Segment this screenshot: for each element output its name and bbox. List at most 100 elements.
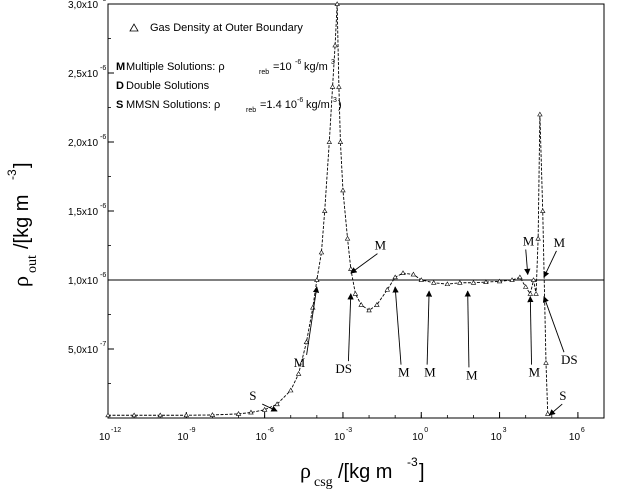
annotation-label: M — [398, 365, 410, 380]
legend-s-exp2: 3 — [333, 97, 337, 104]
x-tick-label-exp: 6 — [581, 427, 585, 434]
x-axis-label-unit: /[kg m — [338, 461, 392, 483]
x-tick-label-exp: -12 — [111, 427, 121, 434]
data-point — [535, 235, 541, 241]
data-point — [400, 270, 406, 275]
data-point — [337, 139, 344, 144]
legend-marker-label: Gas Density at Outer Boundary — [150, 22, 303, 34]
y-tick-label-exp: -7 — [100, 341, 106, 348]
legend-m-key: M — [116, 61, 125, 73]
x-tick-label-exp: 0 — [424, 427, 428, 434]
data-point — [418, 277, 424, 282]
data-point — [374, 302, 380, 307]
y-tick-label: 1,0x10 — [68, 276, 98, 287]
data-point — [131, 412, 137, 418]
legend-line-m: M Multiple Solutions: ρ reb =10 -6 kg/m … — [116, 59, 335, 76]
legend: Gas Density at Outer Boundary M Multiple… — [116, 22, 342, 114]
legend-s-mid: =1.4 10 — [260, 99, 297, 111]
data-point — [288, 387, 294, 393]
annotation-arrow — [350, 253, 378, 274]
legend-m-tail: kg/m — [304, 61, 328, 73]
data-point — [530, 277, 537, 282]
annotation-arrow — [542, 295, 565, 353]
data-point — [334, 1, 340, 6]
data-point — [321, 208, 328, 213]
series-line — [108, 3, 549, 416]
x-tick-label: 10 — [334, 432, 346, 443]
plot-layer: 10-1210-910-610-31001031065,0x10-71,0x10… — [68, 0, 605, 443]
y-tick-label: 5,0x10 — [68, 345, 98, 356]
legend-m-exp2: 3 — [331, 59, 335, 66]
legend-m-mid: =10 — [273, 61, 292, 73]
annotation-arrow — [347, 293, 354, 362]
annotation-label: M — [374, 238, 386, 253]
y-axis-label-unit: /[kg m — [11, 195, 33, 249]
annotation-arrow — [392, 286, 402, 365]
data-point — [348, 266, 354, 271]
y-tick-label-exp: -6 — [100, 203, 106, 210]
legend-s-text: MMSN Solutions: ρ — [126, 99, 220, 111]
x-axis-label-sub: csg — [314, 475, 333, 490]
data-point — [543, 360, 549, 365]
data-point — [358, 302, 364, 307]
x-axis-label-main: ρ — [300, 458, 311, 483]
x-tick-label-exp: 3 — [503, 427, 507, 434]
annotation-arrow — [548, 403, 563, 416]
data-point — [336, 84, 342, 89]
data-point — [318, 249, 325, 255]
annotation-arrow — [464, 290, 471, 368]
data-point — [329, 84, 336, 89]
annotation-label: M — [529, 365, 541, 380]
x-tick-label-exp: -3 — [346, 427, 352, 434]
legend-s-exp: -6 — [297, 97, 303, 104]
legend-s-key: S — [116, 99, 123, 111]
legend-s-sub: reb — [246, 107, 256, 114]
annotation-arrow — [306, 286, 320, 356]
annotation-label: DS — [561, 352, 578, 367]
annotation-label: M — [424, 365, 436, 380]
legend-m-text: Multiple Solutions: ρ — [126, 61, 225, 73]
annotation-label: M — [553, 235, 565, 250]
x-axis-label-close: ] — [419, 461, 425, 483]
data-point — [392, 274, 398, 280]
data-point — [314, 277, 320, 282]
y-axis-label-main: ρ — [8, 276, 33, 287]
y-axis-label-close: ] — [11, 162, 33, 168]
data-point — [183, 412, 190, 418]
data-point — [235, 411, 242, 416]
data-point — [340, 187, 346, 193]
y-tick-label-exp: -6 — [100, 65, 106, 72]
data-point — [261, 406, 268, 412]
data-point — [509, 277, 515, 282]
x-tick-label: 10 — [491, 432, 503, 443]
data-point — [540, 208, 546, 213]
data-point — [157, 412, 163, 418]
x-tick-label: 10 — [256, 432, 268, 443]
data-point — [248, 409, 254, 415]
y-tick-label: 3,0x10 — [68, 0, 98, 11]
data-point — [366, 307, 372, 313]
x-tick-label: 10 — [569, 432, 581, 443]
x-axis-title: ρ csg /[kg m -3 ] — [300, 455, 425, 490]
data-point — [496, 278, 503, 284]
legend-m-sub: reb — [259, 69, 269, 76]
data-point — [527, 291, 534, 296]
data-point — [295, 371, 302, 376]
data-point — [522, 284, 529, 289]
annotation-arrow — [543, 250, 557, 278]
x-axis-label-exp: -3 — [407, 455, 418, 469]
y-axis-label-exp: -3 — [5, 169, 19, 180]
data-point — [303, 339, 310, 344]
annotation-label: M — [466, 367, 478, 382]
legend-d-key: D — [116, 80, 124, 92]
data-point — [209, 412, 216, 417]
y-axis-title: ρ out /[kg m -3 ] — [5, 162, 40, 287]
annotation-arrow — [527, 295, 534, 365]
y-tick-label-exp: -6 — [100, 0, 106, 3]
data-point — [517, 274, 523, 280]
legend-d-text: Double Solutions — [126, 80, 210, 92]
y-tick-label: 2,0x10 — [68, 138, 98, 149]
data-point — [430, 279, 437, 285]
data-point — [444, 281, 451, 287]
